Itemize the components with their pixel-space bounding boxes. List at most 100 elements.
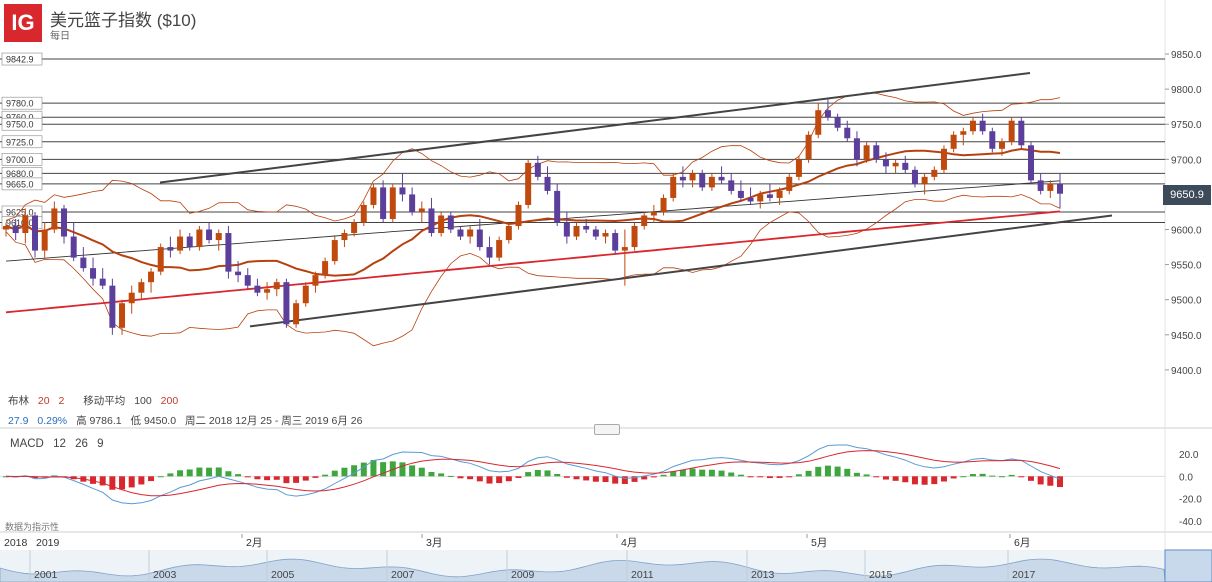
candle [815,103,822,139]
candle [128,285,135,314]
candle [476,218,483,251]
macd-histogram-bar [699,469,706,477]
level-label: 9780.0 [6,99,34,109]
candle [969,117,976,135]
candle-body [979,120,986,132]
bollinger-mid [5,147,1061,277]
candle-body [950,134,957,149]
price-tick-label: 9450.0 [1171,331,1202,342]
candle-body [544,176,551,191]
macd-histogram-bar [563,476,570,478]
candle [1037,173,1044,195]
bollinger-period: 20 [37,395,50,407]
macd-histogram-bar [679,469,686,477]
candle-body [128,292,135,304]
candle [650,204,657,223]
candle-body [844,127,851,139]
macd-histogram-bar [650,476,657,478]
candle-body [573,226,580,237]
trendline-upper [159,71,1031,184]
level-label: 9842.9 [6,55,34,65]
macd-histogram-bar [911,476,918,485]
candle [389,183,396,223]
macd-histogram-bar [641,476,648,480]
candle [225,226,232,279]
candle [380,180,387,223]
chart-period[interactable]: 每日 [50,31,70,42]
macd-histogram-bar [718,470,725,477]
candle-body [554,190,561,223]
macd-histogram-bar [399,462,406,477]
macd-histogram-bar [612,476,619,484]
candle-body [515,204,522,227]
candle-body [389,187,396,219]
candle [360,201,367,227]
pane-resize-handle[interactable] [594,424,620,435]
candle-body [650,211,657,216]
candle [486,236,493,265]
candle-body [766,194,773,198]
candle [960,127,967,146]
macd-histogram-bar [670,471,677,477]
macd-histogram-bar [979,473,986,477]
candle-body [1057,183,1063,194]
macd-histogram-bar [196,467,203,477]
candle-body [225,233,232,272]
macd-histogram-bar [1008,474,1015,477]
candle-body [360,204,367,223]
current-price-badge: 9650.9 [1163,185,1211,205]
macd-signal-line [5,450,1061,497]
candle-body [776,190,783,198]
macd-histogram-bar [1047,476,1054,486]
candle [370,183,377,209]
candle [544,166,551,195]
candle-body [1027,145,1034,181]
candle-body [264,289,271,293]
macd-histogram-bar [631,476,638,482]
candle-body [631,226,638,248]
candle-body [12,226,19,234]
candle-body [99,278,106,286]
macd-histogram-bar [351,465,358,477]
macd-histogram-bar [969,474,976,477]
price-tick-label: 9500.0 [1171,296,1202,307]
level-label: 9665.0 [6,179,34,189]
macd-histogram-bar [757,476,764,478]
candle-body [969,120,976,132]
candle [670,173,677,202]
time-axis-label: 2月 [246,537,262,549]
candle [22,208,29,244]
macd-legend[interactable]: MACD 12 26 9 [10,438,109,450]
candle [621,229,628,286]
navigator-window [1164,549,1212,582]
macd-histogram-bar [409,465,416,477]
candle [747,187,754,205]
candle [293,299,300,328]
candle [554,183,561,227]
bollinger-legend[interactable]: 布林 20 2 移动平均 100 200 [8,393,184,408]
candle [950,131,957,153]
candle [708,173,715,191]
candle [254,278,261,297]
macd-tick-label: 20.0 [1179,450,1199,461]
candle [418,201,425,223]
candle-body [196,229,203,248]
candle-body [621,247,628,251]
candle [641,211,648,230]
candle-body [41,229,48,251]
macd-histogram-bar [225,471,232,477]
candle [351,218,358,237]
candle-body [244,275,251,286]
macd-histogram-bar [264,476,271,481]
navigator-label: 2005 [271,569,295,581]
candle-body [989,131,996,149]
candle-body [283,282,290,325]
candle-body [931,169,938,177]
macd-histogram-bar [389,461,396,477]
navigator-label: 2007 [391,569,415,581]
macd-histogram-bar [902,476,909,483]
macd-histogram-bar [921,476,928,485]
candle [573,222,580,241]
candle [882,152,889,174]
